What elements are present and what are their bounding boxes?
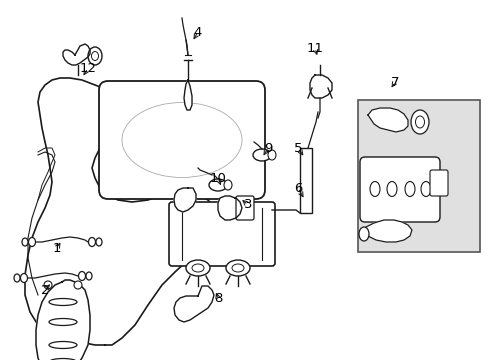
- Ellipse shape: [386, 181, 396, 197]
- Polygon shape: [309, 75, 331, 98]
- Polygon shape: [36, 280, 90, 360]
- Ellipse shape: [49, 342, 77, 348]
- Ellipse shape: [192, 264, 203, 272]
- Ellipse shape: [358, 227, 368, 241]
- Polygon shape: [25, 78, 218, 345]
- Ellipse shape: [49, 359, 77, 360]
- Ellipse shape: [79, 271, 85, 280]
- Ellipse shape: [410, 110, 428, 134]
- Ellipse shape: [28, 238, 36, 247]
- Ellipse shape: [86, 272, 92, 280]
- Ellipse shape: [208, 179, 226, 191]
- Text: 4: 4: [193, 26, 202, 39]
- Text: 9: 9: [263, 141, 272, 154]
- Polygon shape: [183, 80, 192, 110]
- Ellipse shape: [96, 238, 102, 246]
- Ellipse shape: [267, 150, 275, 160]
- Text: 3: 3: [243, 198, 252, 211]
- Text: 5: 5: [293, 141, 302, 154]
- Text: 11: 11: [306, 41, 323, 54]
- Ellipse shape: [224, 180, 231, 190]
- Ellipse shape: [49, 319, 77, 325]
- Text: 2: 2: [41, 284, 49, 297]
- Ellipse shape: [88, 238, 95, 247]
- Polygon shape: [218, 196, 242, 220]
- Polygon shape: [174, 188, 196, 212]
- Polygon shape: [367, 108, 407, 132]
- FancyBboxPatch shape: [429, 170, 447, 196]
- Polygon shape: [361, 220, 411, 242]
- Circle shape: [74, 281, 82, 289]
- Ellipse shape: [225, 260, 249, 276]
- Polygon shape: [174, 286, 214, 322]
- Text: 12: 12: [80, 62, 96, 75]
- FancyBboxPatch shape: [169, 202, 274, 266]
- Text: 6: 6: [293, 181, 302, 194]
- Text: 7: 7: [390, 76, 398, 89]
- FancyBboxPatch shape: [359, 157, 439, 222]
- Ellipse shape: [14, 274, 20, 282]
- Ellipse shape: [88, 47, 102, 65]
- Ellipse shape: [185, 260, 209, 276]
- Ellipse shape: [369, 181, 379, 197]
- Ellipse shape: [420, 181, 430, 197]
- FancyBboxPatch shape: [99, 81, 264, 199]
- Ellipse shape: [252, 149, 270, 161]
- Text: 10: 10: [209, 171, 226, 184]
- Bar: [357, 100, 479, 252]
- Ellipse shape: [415, 116, 424, 128]
- Ellipse shape: [91, 51, 98, 60]
- Ellipse shape: [231, 264, 244, 272]
- Polygon shape: [63, 44, 90, 65]
- Text: 1: 1: [53, 242, 61, 255]
- Circle shape: [44, 281, 52, 289]
- Ellipse shape: [404, 181, 414, 197]
- Ellipse shape: [22, 238, 28, 246]
- Ellipse shape: [49, 298, 77, 306]
- FancyBboxPatch shape: [236, 196, 253, 220]
- Bar: [299, 148, 311, 213]
- Ellipse shape: [20, 274, 27, 283]
- Text: 8: 8: [213, 292, 222, 305]
